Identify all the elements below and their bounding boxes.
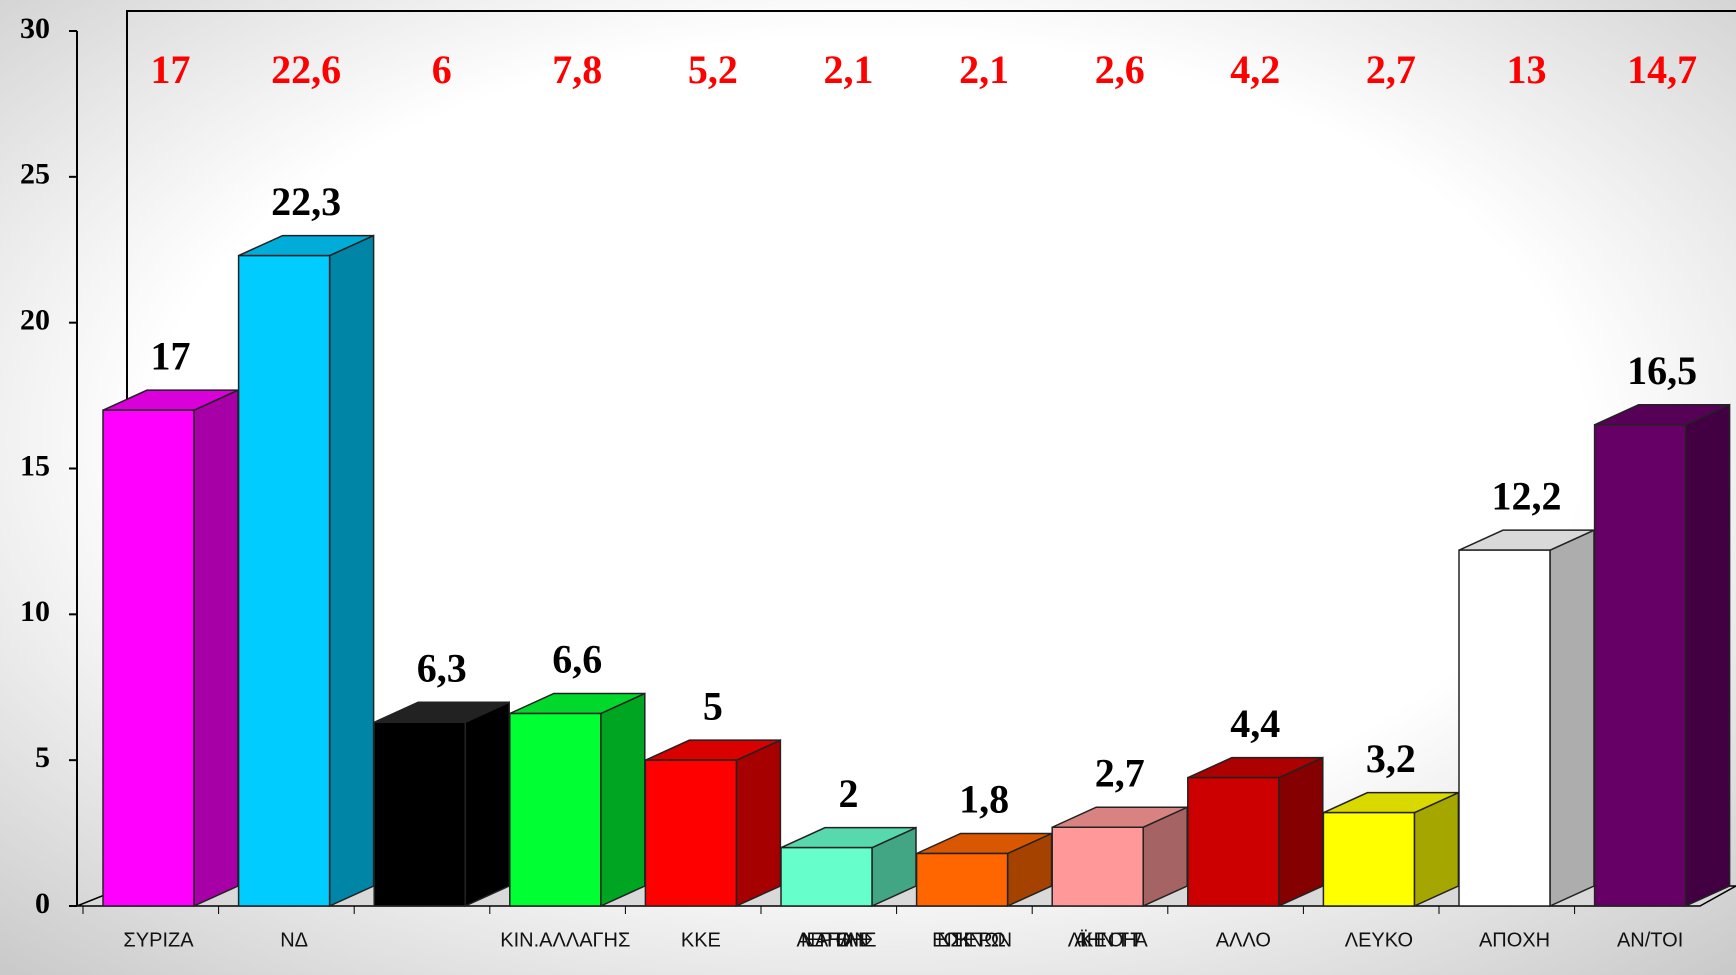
- bar-side: [328, 234, 375, 908]
- y-tick-label: 10: [20, 595, 50, 628]
- bar-front: [1458, 549, 1551, 907]
- y-tick-label: 5: [35, 741, 50, 774]
- bar: [1593, 403, 1731, 908]
- y-tick-label: 0: [35, 887, 50, 920]
- reference-label: 22,6: [271, 47, 341, 92]
- bar: [1187, 756, 1324, 908]
- bar-side: [1549, 529, 1595, 908]
- x-tick-label: ΚΙΝ.ΑΛΛΑΓΗΣ: [500, 929, 630, 951]
- bar-front: [1322, 811, 1416, 907]
- bar-front: [780, 846, 873, 907]
- bar: [1458, 529, 1595, 908]
- x-tick-label: ΑΛΛΟ: [1216, 929, 1271, 951]
- x-tick-label: ΛΑΪΚΗ ΕΝΟΤΗΤΑ: [1068, 929, 1149, 951]
- bar-side: [193, 389, 239, 908]
- reference-label: 17: [151, 47, 191, 92]
- bar-front: [1051, 826, 1144, 907]
- reference-label: 4,2: [1230, 47, 1280, 92]
- x-tick-label: ΛΕΥΚΟ: [1345, 929, 1413, 951]
- bar-side: [1684, 403, 1731, 908]
- bar: [373, 701, 510, 908]
- x-tick-label: ΑΝ/ΤΟΙ: [1617, 929, 1683, 951]
- x-tick-label: ΝΔ: [280, 929, 308, 951]
- x-tick-label: ΑΝΕΞΑΡΤΗΤΟΙ ΕΛΛΗΝΕΣ: [797, 929, 877, 951]
- y-tick-label: 20: [20, 304, 50, 337]
- reference-label: 5,2: [688, 47, 738, 92]
- bar: [644, 739, 782, 908]
- x-tick-label: ΑΠΟΧΗ: [1479, 929, 1550, 951]
- bar-front: [509, 712, 602, 907]
- bar-front: [102, 409, 195, 907]
- value-label: 6,3: [417, 645, 467, 690]
- bar-front: [915, 852, 1009, 907]
- value-label: 3,2: [1366, 736, 1416, 781]
- reference-label: 2,7: [1366, 47, 1416, 92]
- y-tick-label: 15: [20, 449, 50, 482]
- bar-side: [1278, 756, 1324, 908]
- reference-label: 2,6: [1095, 47, 1145, 92]
- bar: [1322, 791, 1460, 908]
- reference-label: 6: [432, 47, 452, 92]
- value-label: 4,4: [1230, 701, 1280, 746]
- y-tick-label: 25: [20, 158, 50, 191]
- x-tick-label: ΣΥΡΙΖΑ: [123, 929, 194, 951]
- x-tick-label: ΚΚΕ: [681, 929, 721, 951]
- value-label: 2: [839, 771, 859, 816]
- bar-front: [1187, 776, 1280, 907]
- bar-side: [735, 739, 782, 908]
- value-label: 1,8: [959, 777, 1009, 822]
- bar: [915, 832, 1053, 908]
- bar: [780, 826, 917, 908]
- reference-label: 2,1: [824, 47, 874, 92]
- bar-side: [600, 692, 646, 908]
- value-label: 17: [151, 333, 191, 378]
- bar-front: [644, 759, 738, 907]
- bar-front: [237, 254, 331, 907]
- bar-front: [1593, 424, 1687, 907]
- value-label: 22,3: [271, 179, 341, 224]
- x-tick-label: ΕΝΩΣΗ ΚΕΝΤΡΩΩΝ: [932, 929, 1012, 951]
- reference-label: 7,8: [552, 47, 602, 92]
- value-label: 2,7: [1095, 750, 1145, 795]
- reference-label: 2,1: [959, 47, 1009, 92]
- reference-label: 14,7: [1627, 47, 1697, 92]
- value-label: 5: [703, 683, 723, 728]
- bar-front: [373, 721, 466, 907]
- value-label: 16,5: [1627, 348, 1697, 393]
- bar: [237, 234, 375, 908]
- value-label: 12,2: [1492, 473, 1562, 518]
- y-tick-label: 30: [20, 12, 50, 45]
- bar-side: [464, 701, 510, 908]
- reference-label: 13: [1507, 47, 1547, 92]
- bar: [102, 389, 239, 908]
- bar: [1051, 806, 1188, 908]
- value-label: 6,6: [552, 637, 602, 682]
- bar: [509, 692, 646, 908]
